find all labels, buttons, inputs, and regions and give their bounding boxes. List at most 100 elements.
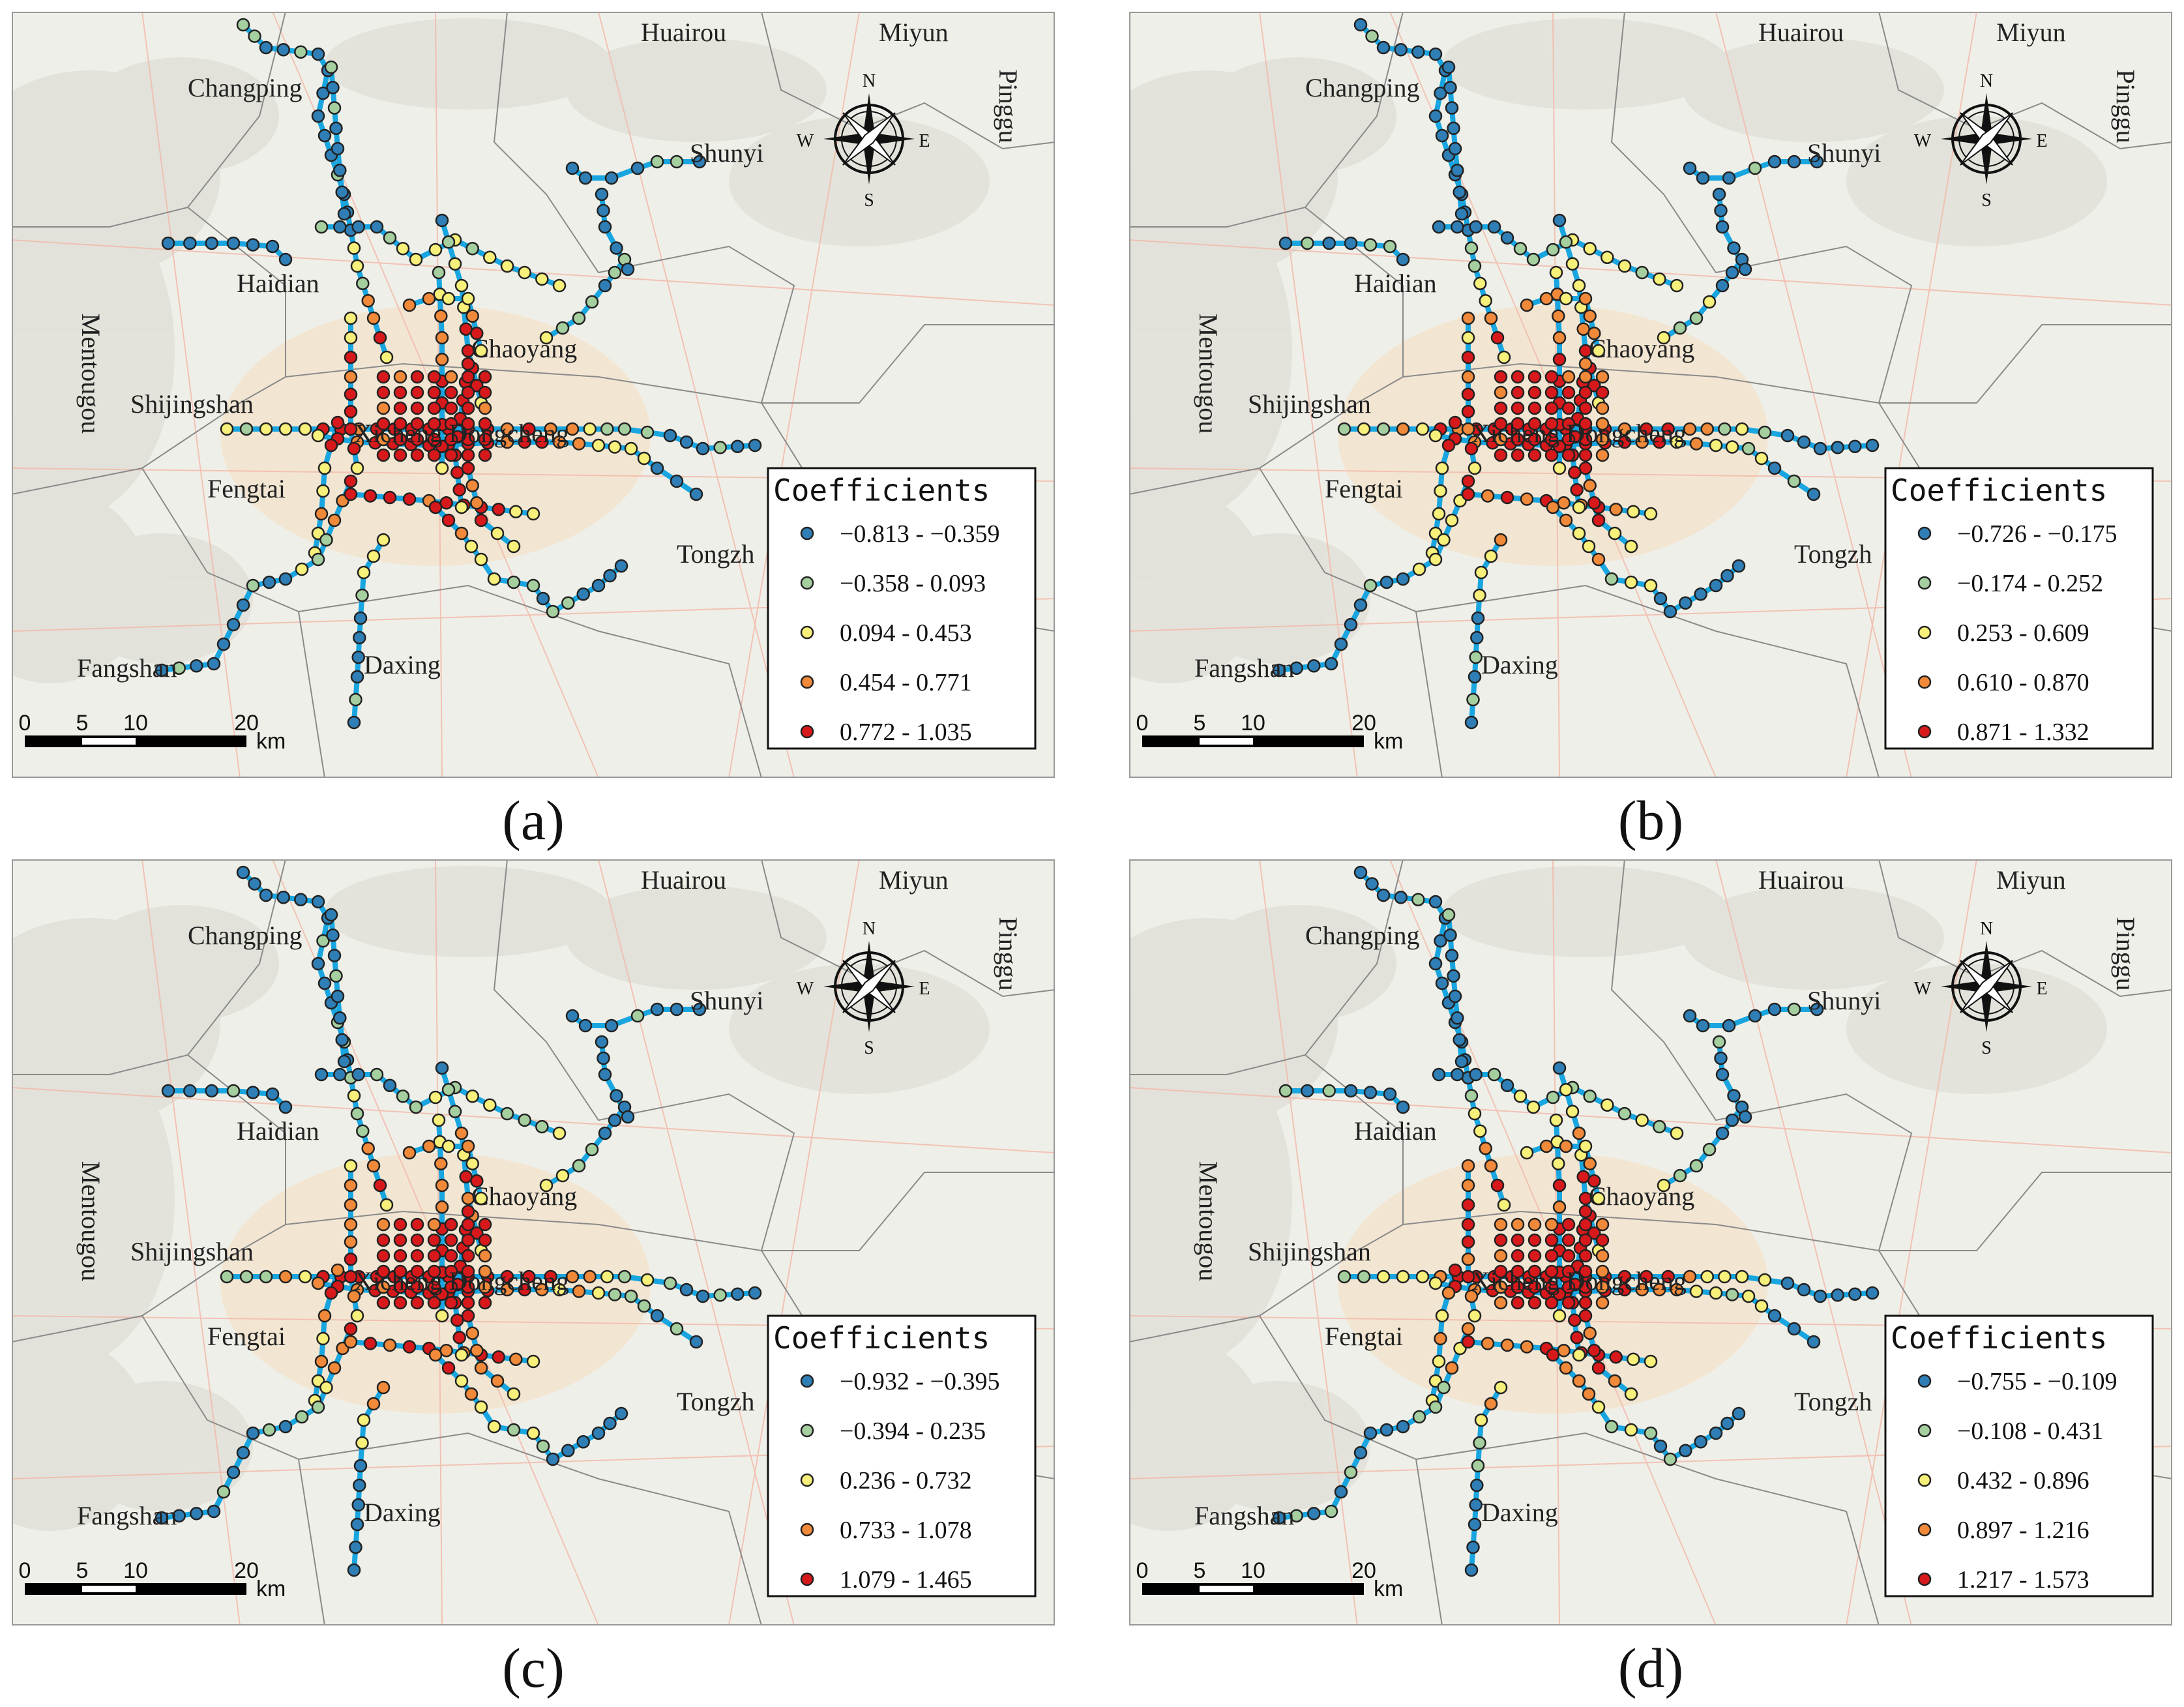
station-point [1552, 461, 1567, 475]
station-point [314, 1354, 329, 1369]
station-point [1432, 1067, 1446, 1082]
station-point [373, 1178, 387, 1193]
scale-tick-label: 20 [1351, 1558, 1376, 1583]
station-point [1582, 1387, 1596, 1401]
station-point [461, 461, 475, 475]
station-point [1497, 1198, 1511, 1212]
station-point [402, 492, 417, 506]
station-point [461, 1249, 475, 1263]
station-point [1454, 1054, 1469, 1069]
station-point [1578, 1139, 1593, 1153]
map-canvas: Changping Huairou Miyun Pinggu Shunyi Haidian… [12, 12, 1055, 778]
station-point [1544, 448, 1559, 462]
station-point [1471, 611, 1485, 625]
station-point [461, 1217, 475, 1232]
station-point [1527, 1233, 1542, 1247]
station-point [327, 1361, 342, 1375]
station-point [1644, 578, 1658, 593]
station-point [353, 1478, 366, 1492]
station-point [1591, 1191, 1606, 1206]
station-point [650, 155, 664, 169]
station-point [1694, 1435, 1707, 1449]
station-point [278, 252, 293, 267]
station-point [1568, 466, 1582, 479]
station-point [546, 1452, 560, 1466]
station-point [1549, 1113, 1563, 1127]
station-point [236, 1446, 250, 1460]
scale-tick-label: 5 [76, 1558, 89, 1583]
station-point [461, 417, 475, 431]
station-point [1451, 1011, 1464, 1025]
station-point [1494, 401, 1508, 415]
station-point [435, 1309, 449, 1323]
station-point [1494, 1280, 1508, 1294]
district-label-huairou: Huairou [1758, 865, 1844, 895]
station-point [630, 161, 645, 175]
legend-swatch [1917, 1572, 1932, 1586]
district-label-pinggu: Pinggu [994, 69, 1023, 143]
station-point [1754, 1299, 1769, 1313]
compass-label-w: W [797, 131, 814, 151]
station-point [435, 1178, 449, 1193]
station-point [327, 949, 342, 962]
station-point [1383, 239, 1397, 254]
station-point [490, 526, 505, 541]
station-point [295, 1410, 309, 1424]
station-point [335, 185, 349, 199]
station-point [1546, 1090, 1560, 1105]
station-point [465, 1090, 479, 1103]
legend-swatch [1917, 675, 1932, 689]
station-point [565, 422, 580, 436]
station-point [1608, 1374, 1622, 1388]
station-point [444, 1296, 458, 1310]
station-point [1583, 1326, 1597, 1340]
legend-range-label: 1.217 - 1.573 [1957, 1566, 2089, 1594]
station-point [536, 1439, 550, 1453]
legend-range-label: −0.108 - 0.431 [1957, 1418, 2103, 1445]
station-point [1376, 422, 1391, 436]
station-point [1831, 441, 1844, 454]
station-point [1464, 1089, 1479, 1103]
station-point [1473, 1124, 1487, 1138]
scale-tick-label: 10 [123, 1558, 148, 1583]
station-point [578, 1018, 593, 1033]
district-label-tongzhou: Tongzh [677, 1387, 754, 1416]
station-point [246, 578, 260, 593]
compass-label-e: E [919, 131, 930, 151]
station-point [518, 1113, 531, 1127]
station-point [357, 565, 371, 580]
station-point [1511, 1280, 1525, 1294]
station-point [1544, 1280, 1559, 1294]
station-point [376, 1296, 391, 1310]
station-point [324, 438, 338, 453]
station-point [1324, 1504, 1338, 1519]
station-point [383, 490, 397, 505]
station-point [1451, 1067, 1464, 1082]
scale-tick-label: 0 [19, 711, 31, 735]
station-point [1725, 1288, 1739, 1301]
station-point [1572, 1374, 1586, 1388]
station-point [478, 432, 492, 447]
station-point [600, 422, 614, 436]
legend-swatch [1917, 1423, 1932, 1438]
station-point [500, 1269, 514, 1284]
station-point [376, 1380, 391, 1395]
station-point [1448, 415, 1462, 430]
legend-swatch [800, 625, 814, 640]
station-point [1448, 989, 1462, 1003]
station-point [1546, 1348, 1560, 1362]
station-point [1432, 1354, 1446, 1369]
station-point [337, 1054, 351, 1069]
station-point [1445, 949, 1459, 962]
station-point [344, 1159, 358, 1173]
district-label-haidian: Haidian [237, 269, 319, 298]
station-point [1473, 1436, 1486, 1450]
station-point [311, 47, 325, 61]
station-point [1807, 1335, 1821, 1349]
station-point [1441, 438, 1456, 453]
station-point [246, 238, 260, 252]
station-point [1511, 1296, 1525, 1310]
station-point [432, 265, 446, 280]
station-point [1635, 435, 1649, 449]
